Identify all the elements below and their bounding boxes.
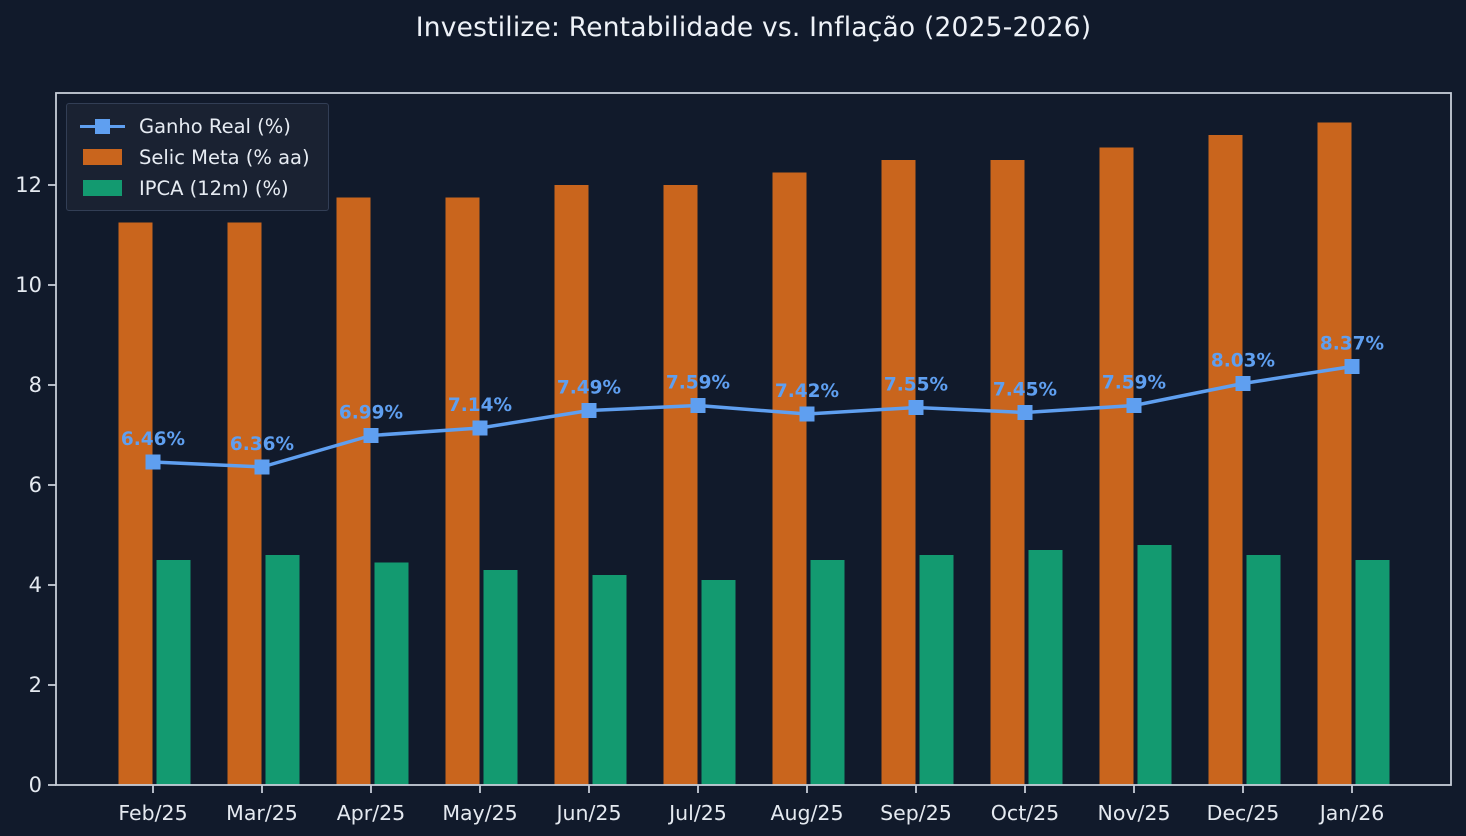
- ganho-real-point-label: 6.36%: [230, 434, 294, 455]
- legend-item-ipca: IPCA (12m) (%): [80, 175, 310, 201]
- bar-ipca-may-25: [483, 570, 518, 785]
- ganho-real-marker: [1235, 376, 1251, 391]
- x-axis-label: Jul/25: [667, 801, 727, 825]
- ganho-real-marker: [908, 400, 924, 415]
- y-axis-tick-label: 10: [15, 273, 42, 297]
- ganho-real-line: [151, 364, 1354, 469]
- bar-selic-feb-25: [118, 222, 153, 785]
- x-axis-label: Mar/25: [226, 801, 298, 825]
- x-axis-label: Feb/25: [118, 801, 187, 825]
- bar-ipca-oct-25: [1028, 550, 1063, 785]
- ganho-real-marker: [1126, 398, 1142, 413]
- bar-ipca-apr-25: [374, 562, 409, 785]
- bar-selic-jul-25: [663, 185, 698, 785]
- ganho-real-marker: [690, 398, 706, 413]
- bar-swatch-icon: [80, 178, 125, 198]
- ganho-real-point-label: 7.14%: [448, 395, 512, 416]
- bar-selic-aug-25: [772, 172, 807, 785]
- legend: Ganho Real (%) Selic Meta (% aa) IPCA (1…: [66, 103, 329, 211]
- line-marker-icon: [80, 116, 125, 136]
- ganho-real-marker: [581, 403, 597, 418]
- bar-selic-sep-25: [881, 160, 916, 785]
- x-axis-label: May/25: [442, 801, 517, 825]
- y-axis-tick-label: 8: [29, 373, 42, 397]
- x-axis-label: Sep/25: [880, 801, 952, 825]
- ganho-real-point-label: 8.03%: [1211, 351, 1275, 372]
- legend-label-selic: Selic Meta (% aa): [139, 145, 310, 169]
- legend-label-ipca: IPCA (12m) (%): [139, 176, 289, 200]
- ganho-real-point-label: 7.59%: [666, 373, 730, 394]
- x-axis-label: Nov/25: [1097, 801, 1170, 825]
- ganho-real-marker: [1017, 405, 1033, 420]
- bar-ipca-aug-25: [810, 560, 845, 785]
- bar-ipca-jan-26: [1355, 560, 1390, 785]
- x-axis-label: Oct/25: [991, 801, 1059, 825]
- ganho-real-point-label: 6.46%: [121, 429, 185, 450]
- ganho-real-point-label: 7.42%: [775, 381, 839, 402]
- ganho-real-point-label: 7.59%: [1102, 373, 1166, 394]
- bar-ipca-dec-25: [1246, 555, 1281, 785]
- legend-label-ganho-real: Ganho Real (%): [139, 114, 291, 138]
- x-axis-label: Jan/26: [1318, 801, 1385, 825]
- bar-selic-may-25: [445, 197, 480, 785]
- y-axis-tick-label: 0: [29, 773, 42, 797]
- ganho-real-point-label: 7.55%: [884, 375, 948, 396]
- y-axis-tick-label: 4: [29, 573, 42, 597]
- bar-ipca-jul-25: [701, 580, 736, 785]
- ganho-real-marker: [145, 454, 161, 470]
- ganho-real-point-label: 8.37%: [1320, 334, 1384, 355]
- chart-title: Investilize: Rentabilidade vs. Inflação …: [415, 12, 1092, 43]
- bar-selic-mar-25: [227, 222, 262, 785]
- ganho-real-point-label: 7.49%: [557, 378, 621, 399]
- bar-selic-apr-25: [336, 197, 371, 785]
- bar-selic-jan-26: [1317, 122, 1352, 785]
- x-axis-label: Apr/25: [337, 801, 405, 825]
- bar-selic-oct-25: [990, 160, 1025, 785]
- bar-ipca-feb-25: [156, 560, 191, 785]
- y-axis-tick-label: 6: [29, 473, 42, 497]
- ganho-real-marker: [472, 420, 488, 436]
- legend-item-selic: Selic Meta (% aa): [80, 144, 310, 170]
- x-axis-label: Jun/25: [554, 801, 621, 825]
- ganho-real-marker: [363, 428, 379, 443]
- bar-selic-jun-25: [554, 185, 589, 785]
- ganho-real-marker: [1344, 359, 1360, 374]
- bar-swatch-icon: [80, 147, 125, 167]
- ganho-real-point-label: 6.99%: [339, 403, 403, 424]
- ganho-real-point-label: 7.45%: [993, 380, 1057, 401]
- bar-ipca-jun-25: [592, 575, 627, 785]
- bar-ipca-nov-25: [1137, 545, 1172, 785]
- plot-frame: [55, 92, 1452, 786]
- y-axis-tick-label: 2: [29, 673, 42, 697]
- bar-ipca-sep-25: [919, 555, 954, 785]
- ganho-real-marker: [799, 406, 815, 422]
- bar-selic-nov-25: [1099, 147, 1134, 785]
- bar-selic-dec-25: [1208, 135, 1243, 785]
- legend-item-ganho-real: Ganho Real (%): [80, 113, 310, 139]
- y-axis-tick-label: 12: [15, 173, 42, 197]
- x-axis-label: Aug/25: [770, 801, 843, 825]
- x-axis-label: Dec/25: [1207, 801, 1280, 825]
- bar-ipca-mar-25: [265, 555, 300, 785]
- ganho-real-marker: [254, 459, 270, 475]
